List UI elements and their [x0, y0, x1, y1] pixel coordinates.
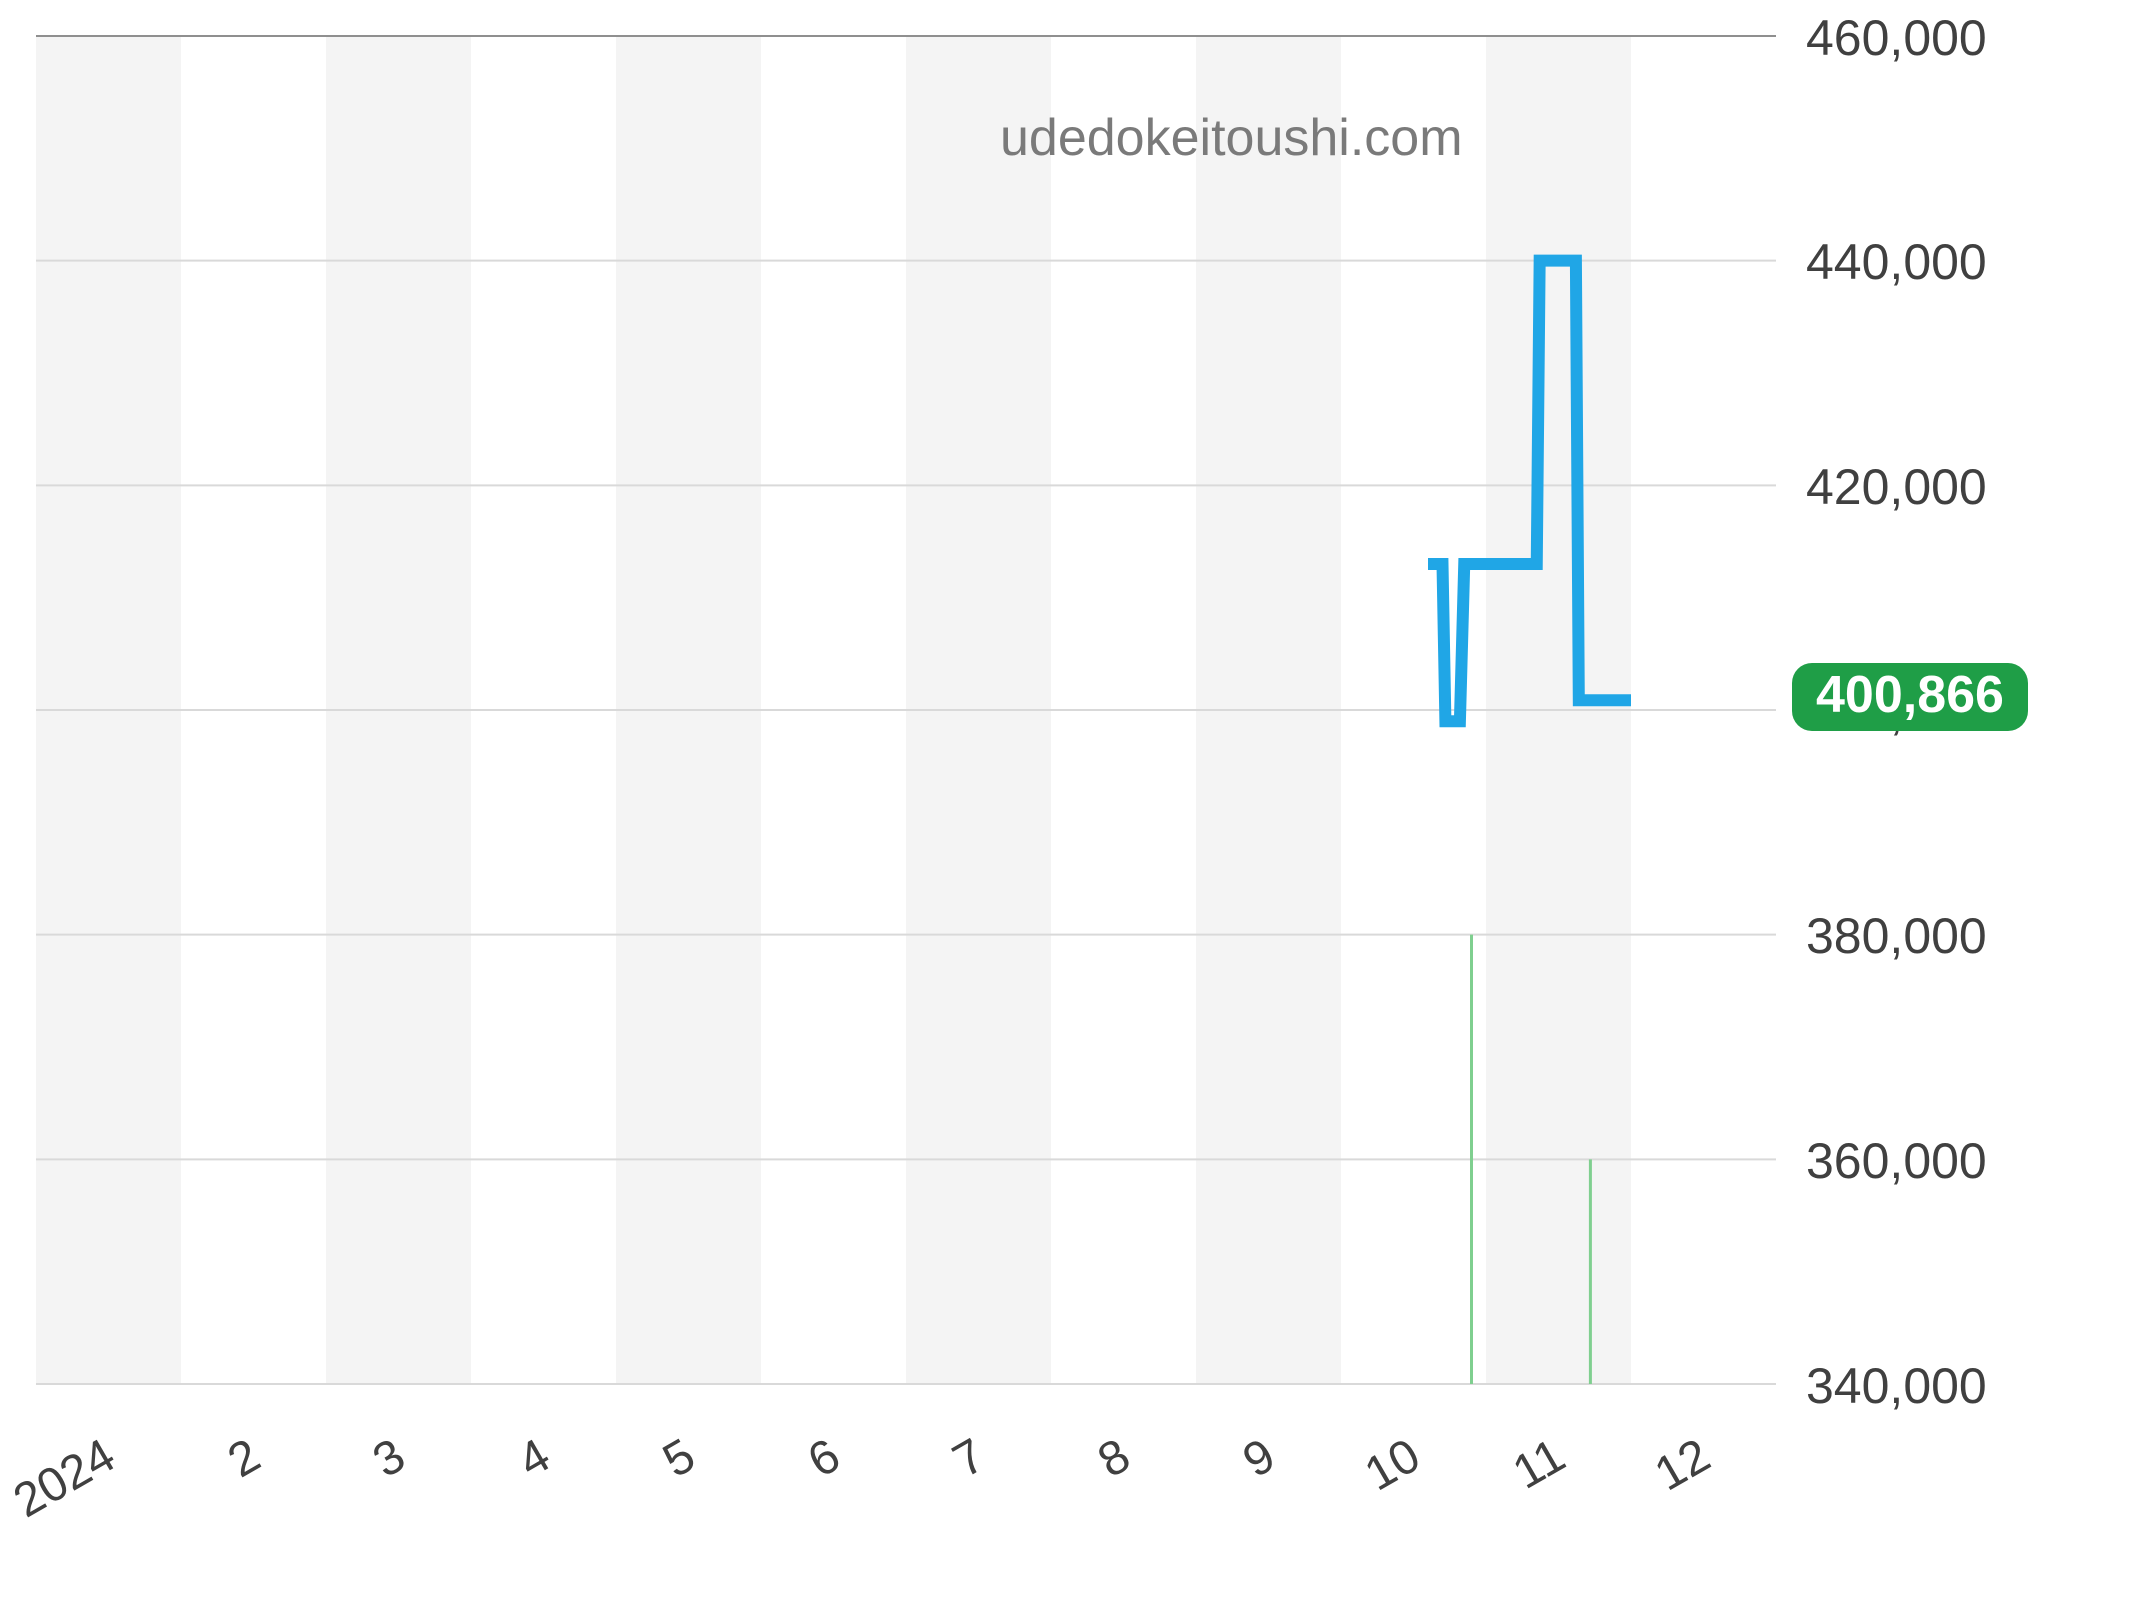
- y-tick-label: 460,000: [1806, 9, 1987, 67]
- price-chart: 340,000360,000380,000400,000420,000440,0…: [0, 0, 2144, 1600]
- y-tick-label: 360,000: [1806, 1132, 1987, 1190]
- y-tick-label: 380,000: [1806, 907, 1987, 965]
- y-tick-label: 340,000: [1806, 1357, 1987, 1415]
- y-tick-label: 440,000: [1806, 233, 1987, 291]
- watermark-text: udedokeitoushi.com: [1000, 108, 1463, 168]
- y-tick-label: 420,000: [1806, 458, 1987, 516]
- current-price-badge: 400,866: [1792, 663, 2028, 731]
